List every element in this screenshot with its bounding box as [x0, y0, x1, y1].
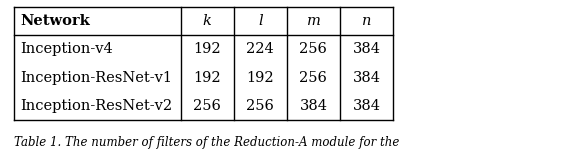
Text: l: l [258, 14, 263, 28]
Text: 256: 256 [299, 71, 327, 85]
Text: 384: 384 [352, 42, 381, 56]
Text: k: k [203, 14, 212, 28]
Text: 256: 256 [246, 99, 274, 113]
Text: Inception-ResNet-v2: Inception-ResNet-v2 [20, 99, 172, 113]
Text: 192: 192 [246, 71, 274, 85]
Text: m: m [306, 14, 320, 28]
Text: 384: 384 [352, 71, 381, 85]
Text: 384: 384 [352, 99, 381, 113]
Text: Table 1. The number of filters of the Reduction-A module for the: Table 1. The number of filters of the Re… [14, 136, 399, 149]
Text: 384: 384 [299, 99, 328, 113]
Text: 256: 256 [193, 99, 221, 113]
Text: 256: 256 [299, 42, 327, 56]
Text: Inception-v4: Inception-v4 [20, 42, 113, 56]
Text: 192: 192 [193, 71, 221, 85]
Text: Network: Network [20, 14, 90, 28]
Text: 192: 192 [193, 42, 221, 56]
Text: Inception-ResNet-v1: Inception-ResNet-v1 [20, 71, 172, 85]
Text: 224: 224 [246, 42, 274, 56]
Text: n: n [362, 14, 371, 28]
